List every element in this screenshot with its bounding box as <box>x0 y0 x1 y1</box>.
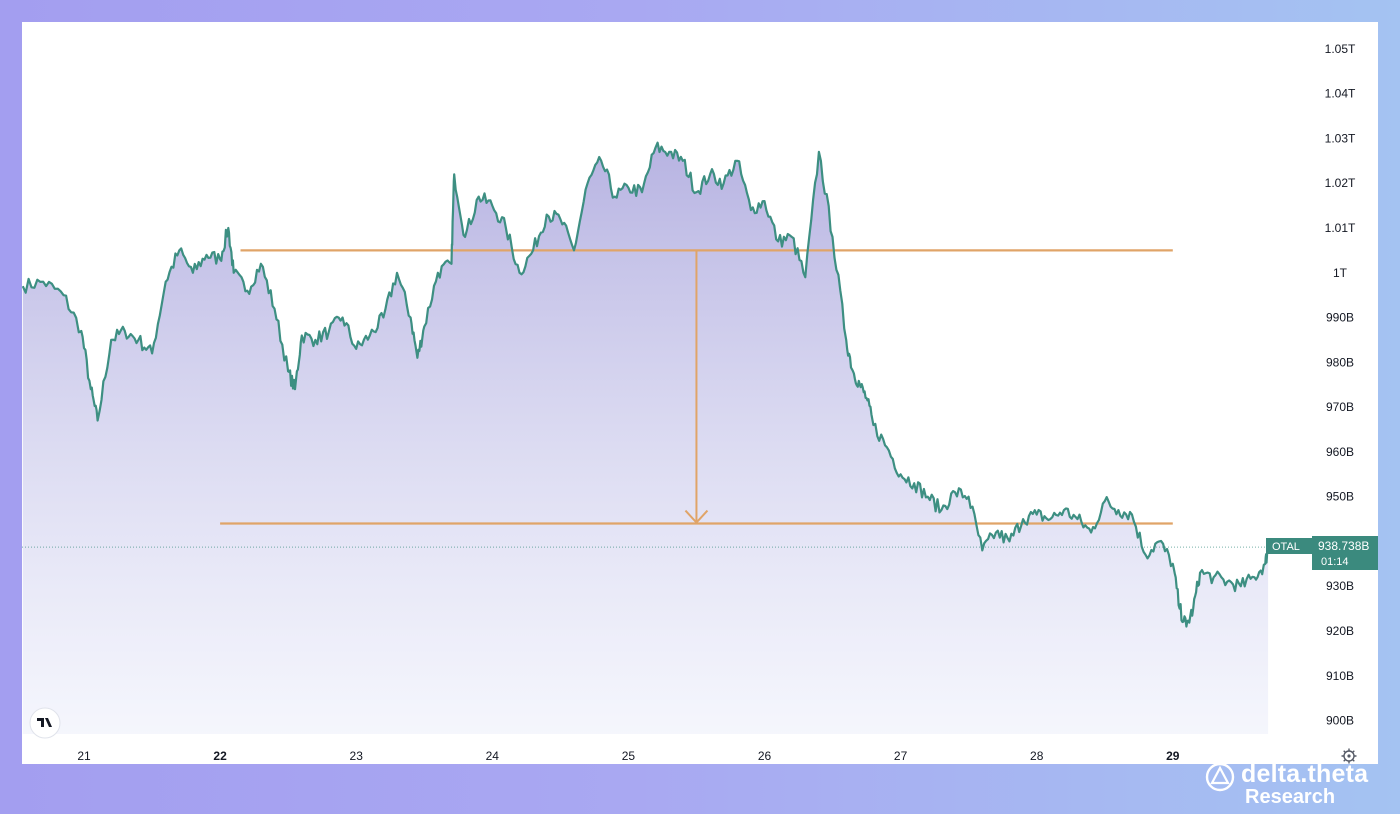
logo-delta <box>1210 765 1230 785</box>
y-tick-label: 960B <box>1326 445 1354 459</box>
y-tick-label: 1.05T <box>1325 42 1356 56</box>
brand-name: delta.theta <box>1241 760 1369 788</box>
x-tick-label: 27 <box>894 749 908 763</box>
x-tick-label: 29 <box>1166 749 1180 763</box>
x-tick-label: 25 <box>622 749 636 763</box>
y-tick-label: 1.02T <box>1325 176 1356 190</box>
y-tick-label: 900B <box>1326 714 1354 728</box>
y-tick-label: 1.04T <box>1325 87 1356 101</box>
current-label-value-bg <box>1312 536 1378 570</box>
y-tick-label: 1.03T <box>1325 131 1356 145</box>
line-layer <box>22 141 1270 628</box>
brand-watermark: delta.theta Research <box>1205 760 1395 810</box>
gear-teeth <box>1341 748 1357 764</box>
current-label-value: 938.738B <box>1318 539 1369 553</box>
x-tick-label: 24 <box>486 749 500 763</box>
settings-gear-icon[interactable] <box>1341 748 1357 764</box>
x-tick-label: 28 <box>1030 749 1044 763</box>
current-label-symbol: OTAL <box>1272 541 1300 553</box>
area-layer <box>22 142 1292 734</box>
y-tick-label: 990B <box>1326 311 1354 325</box>
price-line <box>22 141 1270 628</box>
x-tick-label: 21 <box>77 749 91 763</box>
y-tick-label: 1T <box>1333 266 1348 280</box>
drop-arrow-head <box>684 509 709 525</box>
chart-frame: 1.05T 1.04T 1.03T 1.02T 1.01T 1T 990B 980B 970B 9… <box>22 22 1378 764</box>
y-axis: 1.05T 1.04T 1.03T 1.02T 1.01T 1T 990B 980B 970B 9… <box>1325 42 1356 728</box>
delta-theta-logo-icon <box>1205 762 1235 792</box>
tv-logo-bg <box>29 707 61 739</box>
reference-layer <box>220 249 1173 525</box>
tv-logo[interactable] <box>29 707 61 739</box>
y-tick-label: 910B <box>1326 669 1354 683</box>
y-tick-label: 970B <box>1326 400 1354 414</box>
brand-subtitle: Research <box>1245 786 1336 808</box>
x-axis: 21 22 23 24 25 26 27 28 29 <box>77 749 1179 763</box>
current-price-label: OTAL 938.738B 01:14 <box>1266 536 1378 570</box>
current-label-symbol-bg <box>1266 538 1326 554</box>
y-tick-label: 1.01T <box>1325 221 1356 235</box>
tv-logo-mark <box>37 718 52 727</box>
y-tick-label: 920B <box>1326 624 1354 638</box>
y-tick-label: 950B <box>1326 490 1354 504</box>
y-tick-label: 980B <box>1326 355 1354 369</box>
x-tick-label: 22 <box>213 749 227 763</box>
price-chart[interactable]: 1.05T 1.04T 1.03T 1.02T 1.01T 1T 990B 980B 970B 9… <box>22 22 1378 764</box>
x-tick-label: 26 <box>758 749 772 763</box>
x-tick-label: 23 <box>350 749 364 763</box>
y-tick-label: 930B <box>1326 579 1354 593</box>
logo-ring <box>1205 762 1235 792</box>
current-label-countdown: 01:14 <box>1321 556 1349 568</box>
gear-hub <box>1347 754 1351 758</box>
price-area <box>22 142 1269 734</box>
